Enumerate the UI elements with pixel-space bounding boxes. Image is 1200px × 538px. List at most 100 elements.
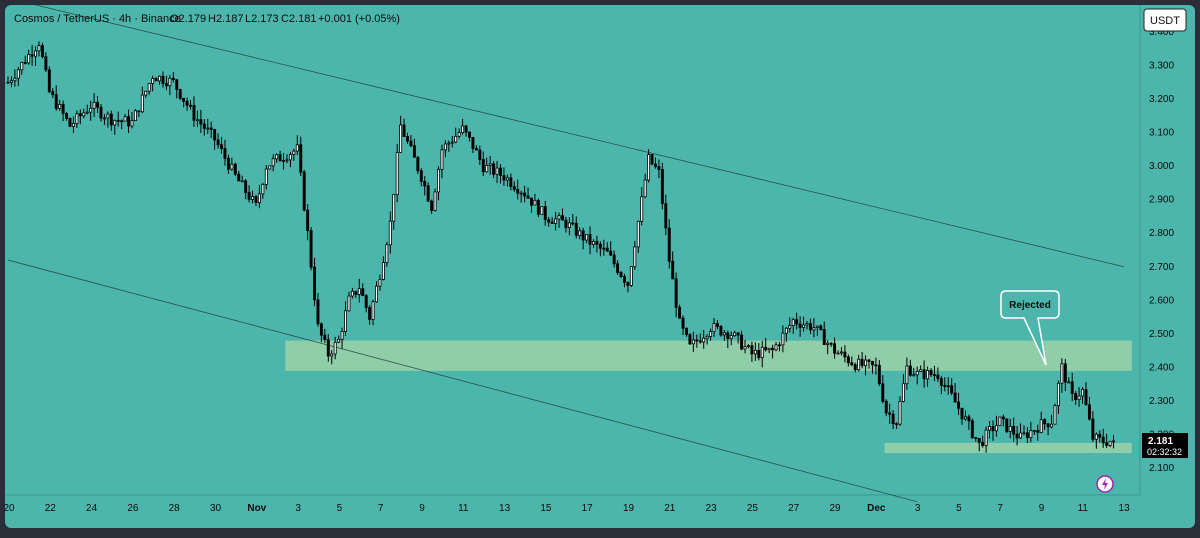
candle-up xyxy=(292,150,296,155)
candle-up xyxy=(454,135,458,143)
price-axis: 3.400 3.300 3.200 3.100 3.000 2.900 2.800 2.700… xyxy=(1149,27,1174,474)
candle-down xyxy=(509,177,513,187)
candle-down xyxy=(1070,381,1074,394)
candle-up xyxy=(268,165,272,170)
candle-up xyxy=(733,332,737,336)
time-tick-3: 26 xyxy=(127,503,139,514)
candle-down xyxy=(561,215,564,221)
candle-up xyxy=(147,83,151,92)
candle-down xyxy=(688,334,692,345)
candle-up xyxy=(288,154,292,161)
candle-down xyxy=(1101,436,1105,444)
candle-up xyxy=(636,220,640,248)
candle-down xyxy=(953,392,957,403)
candle-down xyxy=(1098,433,1102,438)
candle-down xyxy=(908,365,912,376)
candle-down xyxy=(416,156,420,172)
candle-down xyxy=(530,197,533,206)
candle-down xyxy=(547,219,551,223)
candle-down xyxy=(757,349,761,359)
candle-down xyxy=(877,364,881,385)
candle-down xyxy=(626,282,630,286)
candle-down xyxy=(1091,418,1095,440)
time-tick-1: 22 xyxy=(45,503,57,514)
candle-up xyxy=(271,158,275,167)
candle-down xyxy=(182,97,186,102)
price-tick-9: 2.500 xyxy=(1149,329,1174,340)
candle-down xyxy=(68,118,72,127)
candle-up xyxy=(240,180,244,183)
candle-down xyxy=(543,206,547,221)
candle-up xyxy=(144,90,148,96)
candle-down xyxy=(564,219,568,228)
candle-up xyxy=(58,104,62,109)
time-tick-4: 28 xyxy=(169,503,181,514)
candle-up xyxy=(92,102,96,109)
currency-button[interactable]: USDT xyxy=(1143,8,1187,32)
candle-down xyxy=(867,359,871,362)
candle-down xyxy=(178,89,182,99)
price-tick-8: 2.600 xyxy=(1149,295,1174,306)
lightning-badge[interactable] xyxy=(1096,475,1114,493)
candle-down xyxy=(30,54,34,57)
candle-down xyxy=(922,369,926,380)
last-price-countdown: 02:32:32 xyxy=(1147,447,1182,457)
trendline-0 xyxy=(13,0,1124,268)
candle-up xyxy=(195,119,199,122)
candle-down xyxy=(695,339,699,342)
candle-up xyxy=(812,327,816,331)
candle-down xyxy=(602,247,606,250)
candle-down xyxy=(247,192,251,200)
candle-down xyxy=(967,416,971,422)
candle-down xyxy=(319,323,323,336)
candle-down xyxy=(736,332,740,336)
candle-up xyxy=(75,113,79,124)
candle-down xyxy=(822,329,826,346)
candle-down xyxy=(464,125,468,133)
candle-up xyxy=(357,288,361,295)
time-tick-13: 15 xyxy=(540,503,552,514)
candle-down xyxy=(51,91,55,96)
candle-down xyxy=(698,340,702,343)
candle-down xyxy=(164,83,168,87)
callout-label: Rejected xyxy=(1009,300,1051,311)
time-tick-15: 19 xyxy=(623,503,635,514)
candle-up xyxy=(963,416,967,420)
candle-up xyxy=(85,111,89,114)
candle-up xyxy=(702,337,706,343)
last-price-tag: 2.181 02:32:32 xyxy=(1142,433,1188,458)
candle-down xyxy=(468,131,471,138)
candle-down xyxy=(654,163,657,168)
candle-up xyxy=(392,194,396,222)
candle-down xyxy=(526,195,530,199)
last-price-value: 2.181 xyxy=(1148,436,1173,447)
candle-up xyxy=(1077,395,1081,401)
chart-header-symbol: Cosmos / TetherUS · 4h · Binance xyxy=(14,13,181,25)
lightning-icon xyxy=(1102,478,1108,490)
candle-down xyxy=(1087,404,1091,420)
candle-down xyxy=(226,157,230,170)
candle-down xyxy=(502,175,506,181)
candle-down xyxy=(664,203,668,229)
candle-up xyxy=(282,160,285,162)
candle-down xyxy=(895,423,899,425)
candle-down xyxy=(609,250,613,256)
price-tick-13: 2.100 xyxy=(1149,463,1174,474)
zone-0 xyxy=(285,340,1132,371)
candle-up xyxy=(340,331,344,340)
candle-down xyxy=(1063,363,1067,383)
candle-down xyxy=(798,323,802,328)
candle-down xyxy=(154,78,158,82)
candle-up xyxy=(705,335,709,339)
candle-down xyxy=(960,407,964,420)
candle-down xyxy=(299,144,303,173)
candle-down xyxy=(471,136,475,149)
candle-up xyxy=(206,127,210,130)
candle-down xyxy=(302,171,306,211)
candle-up xyxy=(71,123,75,127)
candle-down xyxy=(550,221,554,224)
candle-up xyxy=(447,142,451,145)
candle-up xyxy=(457,132,461,137)
candle-up xyxy=(433,191,437,211)
